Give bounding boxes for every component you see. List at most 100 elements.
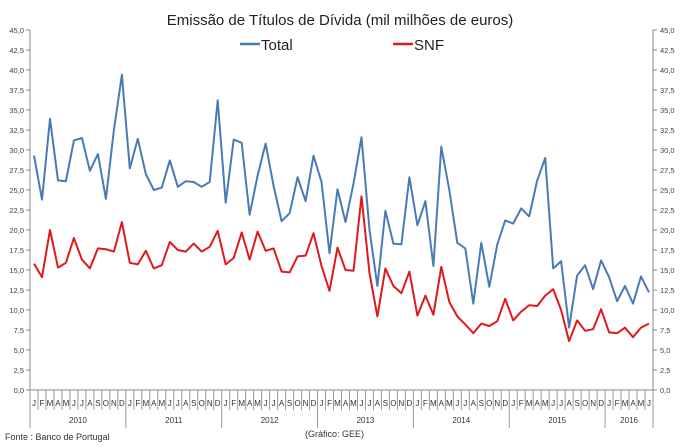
x-tick-label-month: J (463, 399, 467, 408)
x-tick-label-month: S (287, 399, 292, 408)
x-tick-label-month: A (375, 399, 381, 408)
y-tick-label-left: 10,0 (9, 306, 24, 315)
x-tick-label-month: A (279, 399, 285, 408)
x-tick-label-month: O (486, 399, 492, 408)
y-tick-label-left: 12,5 (9, 286, 24, 295)
y-tick-label-left: 32,5 (9, 126, 24, 135)
y-tick-label-left: 45,0 (9, 26, 24, 35)
y-tick-label-left: 40,0 (9, 66, 24, 75)
y-tick-label-right: 10,0 (660, 306, 675, 315)
y-tick-label-right: 25,0 (660, 186, 675, 195)
y-tick-label-left: 30,0 (9, 146, 24, 155)
x-tick-label-month: D (598, 399, 604, 408)
y-tick-label-right: 35,0 (660, 106, 675, 115)
x-tick-label-month: F (423, 399, 428, 408)
x-tick-label-month: O (294, 399, 300, 408)
x-tick-label-month: M (542, 399, 549, 408)
x-tick-label-month: M (638, 399, 645, 408)
x-tick-label-month: N (303, 399, 309, 408)
y-tick-label-right: 12,5 (660, 286, 675, 295)
x-tick-label-month: O (199, 399, 205, 408)
x-tick-label-month: F (135, 399, 140, 408)
x-tick-label-month: J (551, 399, 555, 408)
y-tick-label-left: 20,0 (9, 226, 24, 235)
y-tick-label-left: 35,0 (9, 106, 24, 115)
y-tick-label-left: 22,5 (9, 206, 24, 215)
x-tick-label-month: A (535, 399, 541, 408)
y-tick-label-right: 7,5 (660, 326, 670, 335)
x-tick-label-month: M (334, 399, 341, 408)
y-tick-label-left: 15,0 (9, 266, 24, 275)
x-tick-label-month: J (80, 399, 84, 408)
legend: Total SNF (240, 37, 444, 54)
x-tick-label-month: A (630, 399, 636, 408)
y-tick-label-left: 25,0 (9, 186, 24, 195)
x-tick-label-month: J (128, 399, 132, 408)
x-tick-label-month: N (111, 399, 117, 408)
x-tick-label-month: D (119, 399, 125, 408)
x-tick-label-year: 2013 (357, 416, 375, 425)
x-tick-label-year: 2014 (452, 416, 470, 425)
x-tick-label-month: F (231, 399, 236, 408)
x-tick-label-month: J (647, 399, 651, 408)
x-tick-label-month: J (272, 399, 276, 408)
series-line-total (33, 73, 650, 329)
x-tick-label-month: J (224, 399, 228, 408)
x-tick-label-month: J (559, 399, 563, 408)
x-tick-label-month: A (247, 399, 253, 408)
y-tick-label-left: 42,5 (9, 46, 24, 55)
x-tick-label-month: M (350, 399, 357, 408)
x-tick-label-month: O (103, 399, 109, 408)
x-tick-label-month: A (343, 399, 349, 408)
x-tick-label-month: J (264, 399, 268, 408)
x-tick-label-month: D (311, 399, 317, 408)
x-tick-label-month: N (494, 399, 500, 408)
y-tick-label-right: 22,5 (660, 206, 675, 215)
series-line-snf (33, 195, 650, 343)
y-tick-label-left: 0,0 (14, 386, 24, 395)
y-tick-label-left: 7,5 (14, 326, 24, 335)
y-tick-label-left: 5,0 (14, 346, 24, 355)
y-tick-label-left: 27,5 (9, 166, 24, 175)
x-tick-label-month: S (574, 399, 579, 408)
x-tick-label-month: J (367, 399, 371, 408)
x-tick-label-year: 2010 (69, 416, 87, 425)
x-tick-label-month: A (151, 399, 157, 408)
x-tick-label-year: 2011 (165, 416, 183, 425)
y-tick-label-right: 37,5 (660, 86, 675, 95)
x-tick-label-month: A (55, 399, 61, 408)
x-tick-label-month: M (446, 399, 453, 408)
y-tick-label-right: 32,5 (660, 126, 675, 135)
x-tick-label-month: J (511, 399, 515, 408)
y-tick-label-right: 20,0 (660, 226, 675, 235)
x-tick-label-month: N (207, 399, 213, 408)
y-tick-label-right: 30,0 (660, 146, 675, 155)
y-tick-label-left: 2,5 (14, 366, 24, 375)
series-lines (33, 73, 650, 343)
y-tick-label-right: 5,0 (660, 346, 670, 355)
x-tick-label-month: S (191, 399, 196, 408)
axes: 0,0 0,0 2,5 2,5 5,0 5,0 7,5 7,5 10,0 10,0 12,5 12,5… (9, 26, 675, 428)
y-tick-label-right: 42,5 (660, 46, 675, 55)
x-tick-label-month: J (415, 399, 419, 408)
x-tick-label-month: J (607, 399, 611, 408)
chart-title: Emissão de Títulos de Dívida (mil milhõe… (167, 12, 514, 29)
x-tick-label-month: F (327, 399, 332, 408)
x-tick-label-month: M (238, 399, 245, 408)
y-tick-label-left: 17,5 (9, 246, 24, 255)
x-tick-label-month: D (407, 399, 413, 408)
x-tick-label-month: J (176, 399, 180, 408)
x-tick-label-month: F (40, 399, 45, 408)
x-tick-label-year: 2016 (620, 416, 638, 425)
y-tick-label-right: 0,0 (660, 386, 670, 395)
x-tick-label-month: A (566, 399, 572, 408)
x-tick-label-month: M (47, 399, 54, 408)
source-note: Fonte : Banco de Portugal (5, 432, 110, 442)
x-tick-label-month: J (32, 399, 36, 408)
legend-label-snf: SNF (414, 37, 444, 54)
x-tick-label-month: A (183, 399, 189, 408)
x-tick-label-month: N (399, 399, 405, 408)
x-tick-label-month: J (359, 399, 363, 408)
